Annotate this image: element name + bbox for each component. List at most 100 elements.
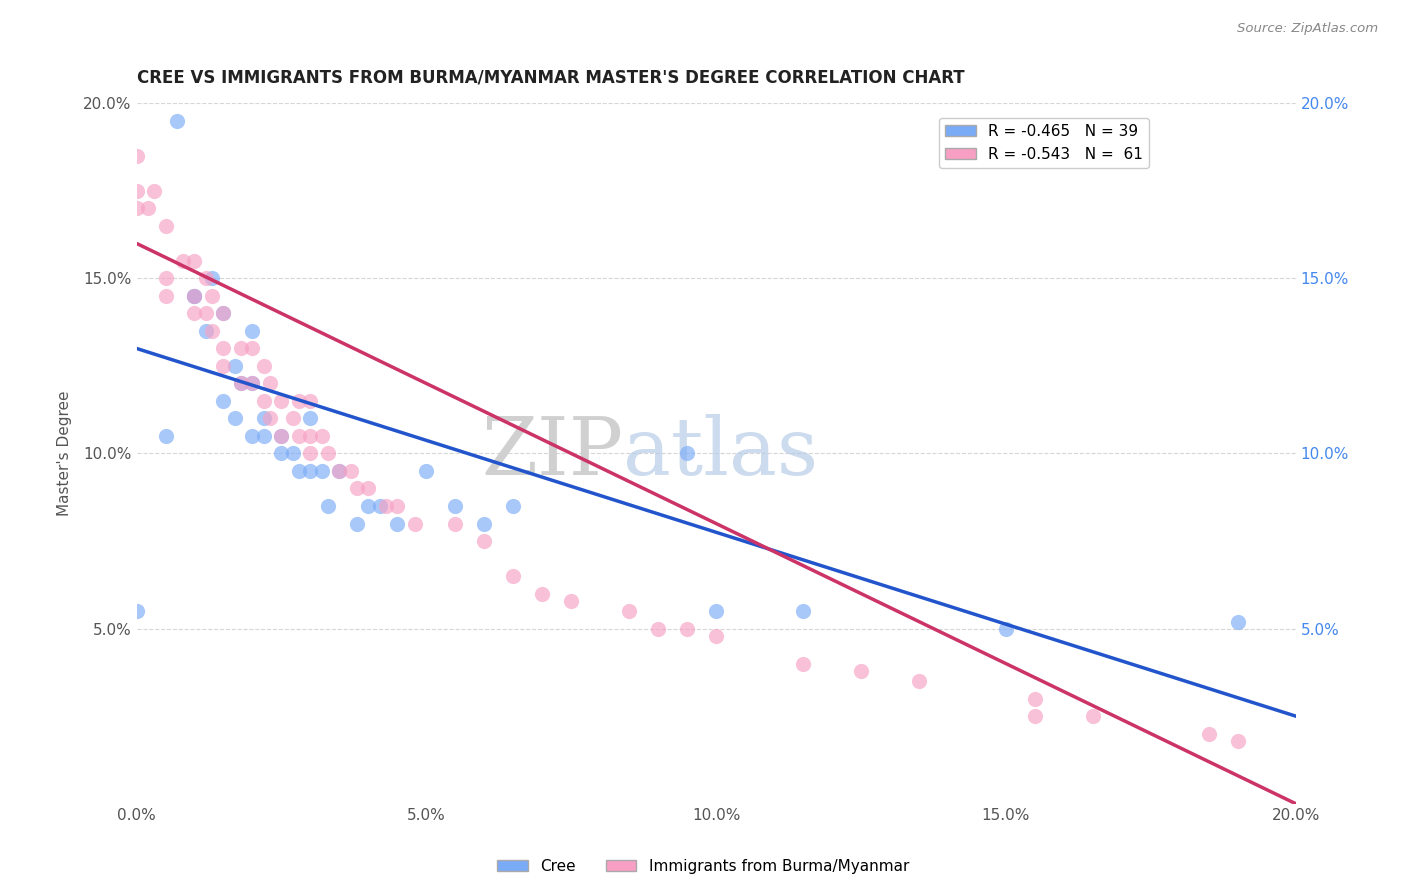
Point (201, 289, 224, 303)
Legend: Cree, Immigrants from Burma/Myanmar: Cree, Immigrants from Burma/Myanmar (491, 853, 915, 880)
Point (155, 219, 177, 233)
Point (253, 394, 276, 409)
Point (201, 271, 224, 285)
Text: atlas: atlas (623, 415, 818, 492)
Point (994, 622, 1017, 636)
Point (259, 411, 281, 425)
Point (328, 464, 350, 478)
Point (288, 394, 311, 409)
Point (387, 499, 409, 513)
Point (560, 593, 582, 607)
Point (444, 499, 467, 513)
Point (792, 657, 814, 671)
Point (374, 499, 396, 513)
Point (195, 324, 218, 338)
Point (444, 516, 467, 531)
Point (368, 499, 391, 513)
Point (1226, 733, 1249, 747)
Point (346, 482, 368, 496)
Point (502, 569, 524, 583)
Point (183, 289, 205, 303)
Point (281, 446, 304, 460)
Point (311, 464, 333, 478)
Point (299, 446, 322, 460)
Text: CREE VS IMMIGRANTS FROM BURMA/MYANMAR MASTER'S DEGREE CORRELATION CHART: CREE VS IMMIGRANTS FROM BURMA/MYANMAR MA… (136, 69, 965, 87)
Point (183, 289, 205, 303)
Point (125, 604, 148, 618)
Point (415, 464, 437, 478)
Point (183, 289, 205, 303)
Point (242, 324, 264, 338)
Point (253, 359, 276, 373)
Point (183, 306, 205, 320)
Point (502, 499, 524, 513)
Point (270, 446, 292, 460)
Point (142, 184, 165, 198)
Point (676, 446, 699, 460)
Point (316, 499, 339, 513)
Point (299, 394, 322, 409)
Point (195, 271, 218, 285)
Point (288, 429, 311, 443)
Point (195, 306, 218, 320)
Point (229, 376, 252, 391)
Point (270, 394, 292, 409)
Point (340, 464, 363, 478)
Point (792, 604, 814, 618)
Point (201, 324, 224, 338)
Point (155, 429, 177, 443)
Point (136, 202, 159, 216)
Point (125, 202, 148, 216)
Point (155, 289, 177, 303)
Point (224, 411, 246, 425)
Point (224, 359, 246, 373)
Text: Source: ZipAtlas.com: Source: ZipAtlas.com (1237, 22, 1378, 36)
Point (270, 429, 292, 443)
Point (288, 464, 311, 478)
Point (1198, 726, 1220, 740)
Point (212, 359, 235, 373)
Point (212, 342, 235, 356)
Point (316, 446, 339, 460)
Point (259, 376, 281, 391)
Point (387, 516, 409, 531)
Point (183, 254, 205, 268)
Point (125, 149, 148, 163)
Point (299, 411, 322, 425)
Point (299, 429, 322, 443)
Legend: R = -0.465   N = 39, R = -0.543   N =  61: R = -0.465 N = 39, R = -0.543 N = 61 (939, 118, 1149, 168)
Point (1226, 615, 1249, 629)
Point (166, 113, 188, 128)
Point (704, 604, 727, 618)
Point (849, 664, 872, 678)
Point (346, 516, 368, 531)
Point (311, 429, 333, 443)
Point (1024, 709, 1046, 723)
Point (229, 376, 252, 391)
Point (242, 342, 264, 356)
Point (404, 516, 426, 531)
Point (212, 394, 235, 409)
Point (1024, 691, 1046, 706)
Point (328, 464, 350, 478)
Point (242, 376, 264, 391)
Y-axis label: Master's Degree: Master's Degree (58, 391, 72, 516)
Point (531, 586, 554, 600)
Point (617, 604, 640, 618)
Point (242, 429, 264, 443)
Point (472, 534, 495, 549)
Point (172, 254, 194, 268)
Point (270, 429, 292, 443)
Point (155, 271, 177, 285)
Point (242, 376, 264, 391)
Point (357, 482, 380, 496)
Point (212, 306, 235, 320)
Point (299, 464, 322, 478)
Point (908, 674, 931, 689)
Point (676, 622, 699, 636)
Text: ZIP: ZIP (481, 415, 623, 492)
Point (647, 622, 669, 636)
Point (357, 499, 380, 513)
Point (125, 184, 148, 198)
Point (212, 306, 235, 320)
